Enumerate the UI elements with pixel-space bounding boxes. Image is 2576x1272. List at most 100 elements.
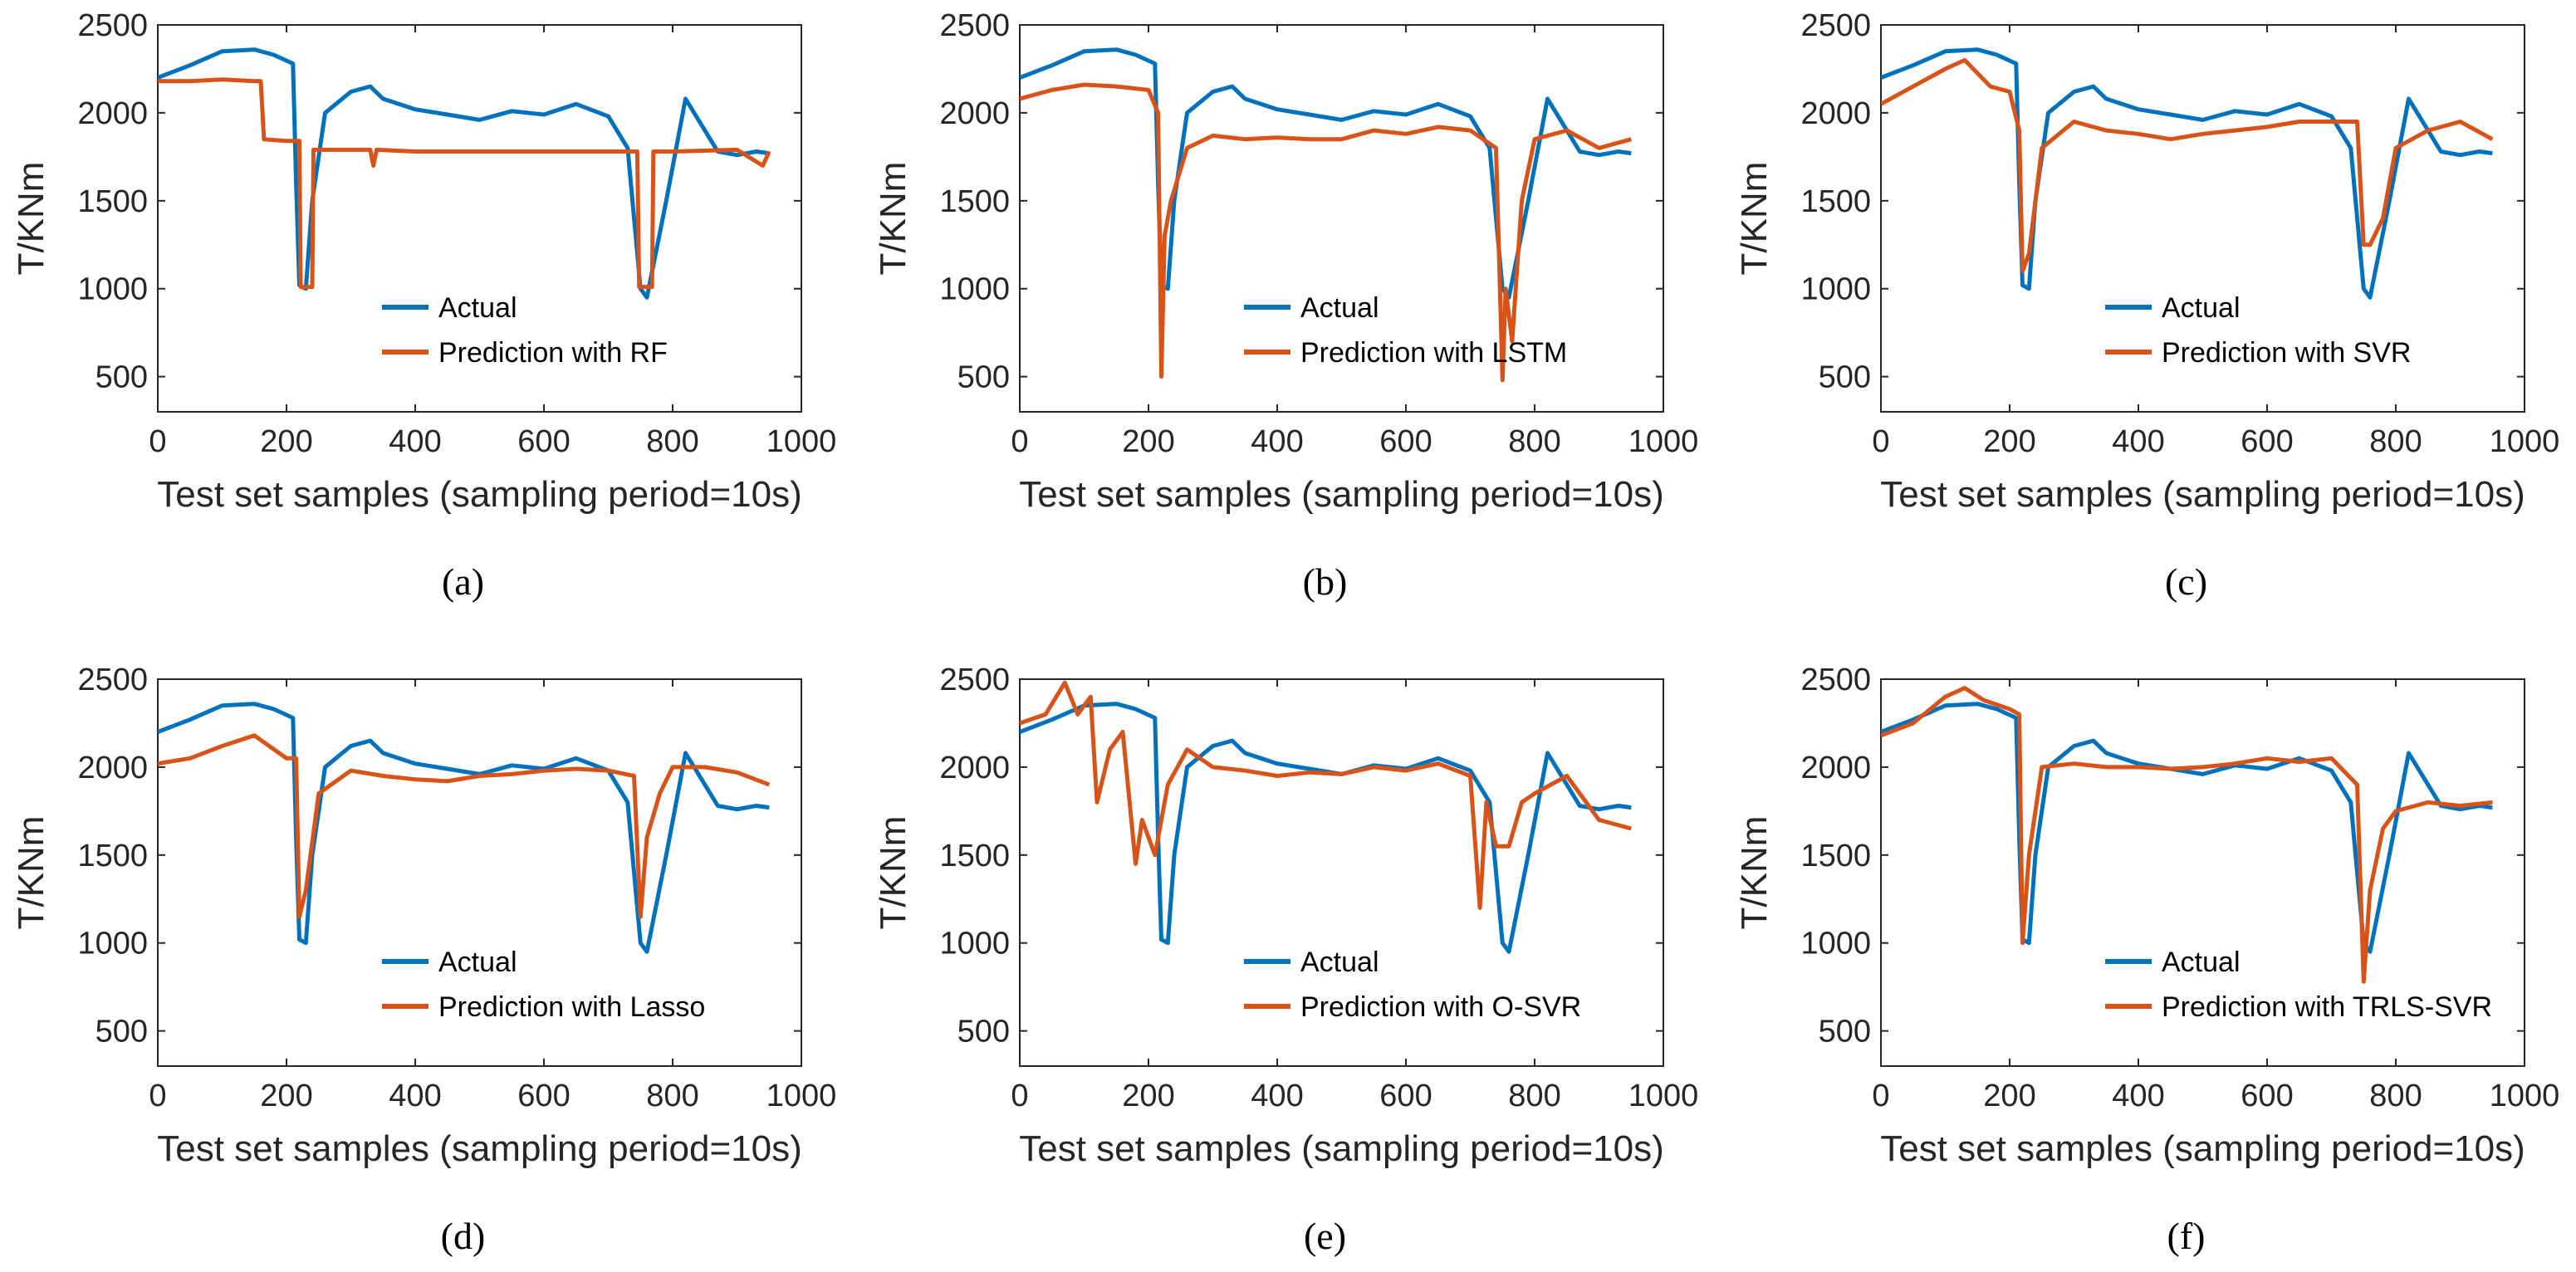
x-tick-label: 400 <box>2112 1079 2164 1113</box>
x-axis-label: Test set samples (sampling period=10s) <box>1019 474 1663 515</box>
x-tick-label: 600 <box>517 424 570 459</box>
y-tick-label: 500 <box>957 360 1010 395</box>
x-tick-label: 200 <box>1122 1079 1174 1113</box>
y-tick-label: 2500 <box>1800 8 1871 43</box>
y-tick-label: 500 <box>95 1015 148 1049</box>
y-tick-label: 2500 <box>939 663 1010 697</box>
y-tick-label: 2500 <box>1800 663 1871 697</box>
y-tick-label: 2500 <box>77 8 148 43</box>
y-axis-label: T/KNm <box>873 816 913 930</box>
plot-area <box>1880 678 2525 1067</box>
legend-label: Actual <box>438 292 517 324</box>
y-tick-label: 1000 <box>939 272 1010 307</box>
y-tick-label: 2000 <box>939 96 1010 131</box>
x-tick-label: 600 <box>1379 1079 1432 1113</box>
x-tick-label: 400 <box>389 1079 441 1113</box>
x-axis-label: Test set samples (sampling period=10s) <box>1019 1128 1663 1169</box>
x-tick-label: 0 <box>149 1079 166 1113</box>
legend-label: Actual <box>2162 292 2241 324</box>
series-line-actual <box>158 47 770 300</box>
x-tick-label: 0 <box>1872 424 1889 459</box>
panel-label: (b) <box>1303 560 1348 603</box>
x-tick-label: 800 <box>646 424 698 459</box>
y-tick-label: 2000 <box>77 751 148 785</box>
x-tick-label: 1000 <box>1628 424 1699 459</box>
x-tick-label: 400 <box>1251 1079 1303 1113</box>
x-axis-label: Test set samples (sampling period=10s) <box>1880 474 2525 515</box>
panel-label: (a) <box>442 560 484 603</box>
chart-panel: 0 200 400 600 800 1000 500 1000 1500 2000 2500 Actu… <box>11 8 836 603</box>
legend-label: Prediction with Lasso <box>438 991 705 1023</box>
x-tick-label: 400 <box>2112 424 2164 459</box>
legend-label: Actual <box>2162 947 2241 978</box>
y-tick-label: 2000 <box>939 751 1010 785</box>
series-line-prediction <box>158 77 771 290</box>
plot-area <box>1019 678 1664 1067</box>
x-tick-label: 1000 <box>766 1079 837 1113</box>
plot-area <box>157 24 802 413</box>
y-axis-label: T/KNm <box>1734 816 1775 930</box>
y-tick-label: 1500 <box>939 839 1010 873</box>
x-tick-label: 800 <box>1508 1079 1560 1113</box>
y-tick-label: 2500 <box>939 8 1010 43</box>
legend-label: Prediction with SVR <box>2162 337 2411 369</box>
legend-label: Prediction with TRLS-SVR <box>2162 991 2492 1023</box>
x-tick-label: 600 <box>517 1079 570 1113</box>
x-tick-label: 1000 <box>2490 424 2560 459</box>
x-tick-label: 800 <box>2369 424 2422 459</box>
series-line-actual <box>1020 47 1632 300</box>
chart-panel: 0 200 400 600 800 1000 500 1000 1500 2000 2500 Actu… <box>873 8 1698 603</box>
panel-label: (c) <box>2165 560 2207 603</box>
panel-label: (d) <box>441 1215 486 1257</box>
y-tick-label: 1500 <box>939 184 1010 219</box>
y-tick-label: 1000 <box>939 927 1010 961</box>
x-tick-label: 800 <box>646 1079 698 1113</box>
series-line-actual <box>158 702 770 954</box>
y-axis-label: T/KNm <box>11 816 51 930</box>
chart-panel: 0 200 400 600 800 1000 500 1000 1500 2000 2500 Actu… <box>873 663 1698 1257</box>
y-tick-label: 500 <box>1819 360 1871 395</box>
x-tick-label: 200 <box>1122 424 1174 459</box>
y-axis-label: T/KNm <box>1734 162 1775 276</box>
x-axis-label: Test set samples (sampling period=10s) <box>157 1128 801 1169</box>
legend-label: Actual <box>1300 947 1379 978</box>
panel-label: (f) <box>2167 1215 2206 1257</box>
y-tick-label: 2000 <box>1800 751 1871 785</box>
x-tick-label: 1000 <box>2490 1079 2560 1113</box>
y-tick-label: 1500 <box>77 839 148 873</box>
x-tick-label: 200 <box>1983 424 2035 459</box>
chart-panel: 0 200 400 600 800 1000 500 1000 1500 2000 2500 Actu… <box>1734 663 2559 1257</box>
legend-label: Actual <box>438 947 517 978</box>
x-tick-label: 1000 <box>1628 1079 1699 1113</box>
x-tick-label: 1000 <box>766 424 837 459</box>
series-line-actual <box>1020 702 1632 954</box>
y-axis-label: T/KNm <box>11 162 51 276</box>
series-line-prediction <box>1881 57 2494 273</box>
x-tick-label: 800 <box>2369 1079 2422 1113</box>
x-tick-label: 0 <box>1011 1079 1028 1113</box>
series-line-actual <box>1881 47 2493 300</box>
x-tick-label: 400 <box>389 424 441 459</box>
y-tick-label: 1000 <box>1800 927 1871 961</box>
x-tick-label: 600 <box>2241 1079 2293 1113</box>
y-tick-label: 1500 <box>1800 839 1871 873</box>
x-tick-label: 0 <box>1011 424 1028 459</box>
x-tick-label: 600 <box>2241 424 2293 459</box>
y-tick-label: 1000 <box>77 272 148 307</box>
legend-label: Prediction with LSTM <box>1300 337 1567 369</box>
y-tick-label: 500 <box>957 1015 1010 1049</box>
y-tick-label: 2000 <box>77 96 148 131</box>
y-tick-label: 1000 <box>1800 272 1871 307</box>
y-tick-label: 500 <box>1819 1015 1871 1049</box>
y-tick-label: 1500 <box>1800 184 1871 219</box>
legend-label: Prediction with O-SVR <box>1300 991 1581 1023</box>
series-line-prediction <box>1881 686 2493 984</box>
x-axis-label: Test set samples (sampling period=10s) <box>1880 1128 2525 1169</box>
y-tick-label: 500 <box>95 360 148 395</box>
x-tick-label: 200 <box>260 424 312 459</box>
y-tick-label: 1000 <box>77 927 148 961</box>
x-tick-label: 800 <box>1508 424 1560 459</box>
y-tick-label: 2000 <box>1800 96 1871 131</box>
x-tick-label: 0 <box>149 424 166 459</box>
